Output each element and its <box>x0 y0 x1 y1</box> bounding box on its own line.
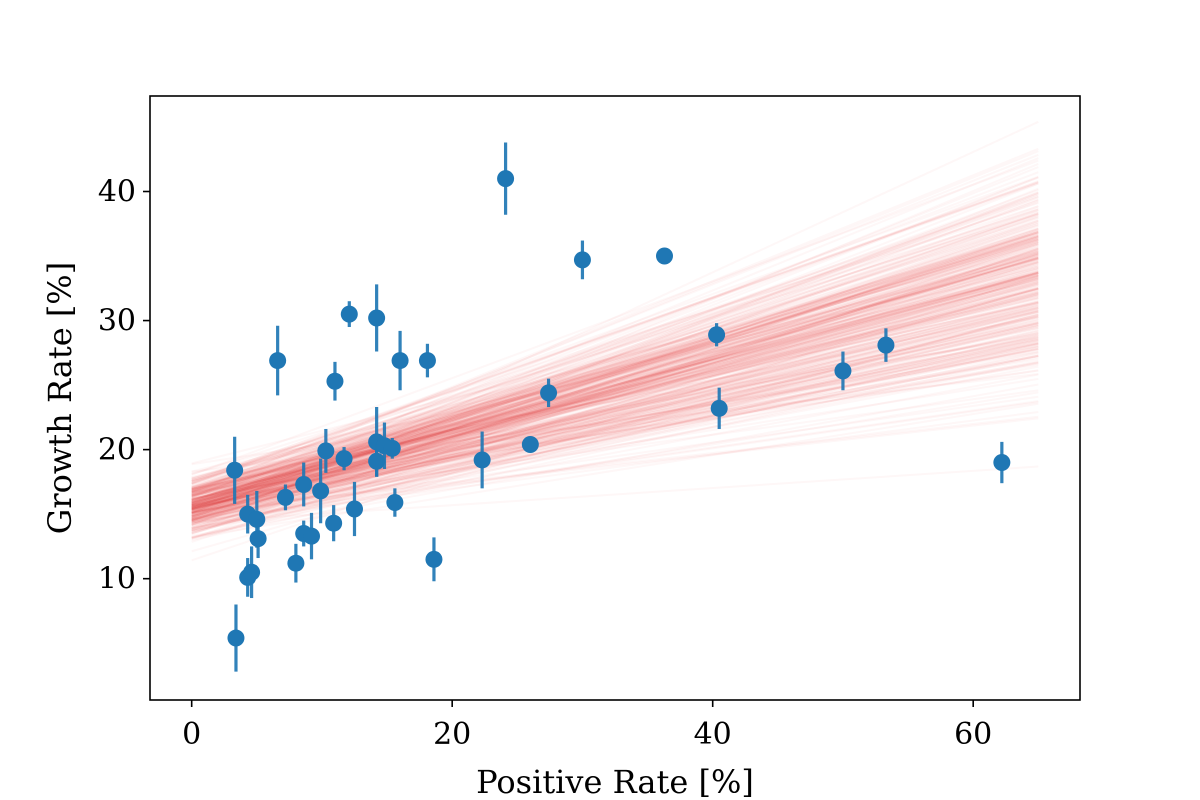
data-point <box>834 351 852 391</box>
data-point <box>249 519 267 559</box>
point-marker <box>326 372 344 390</box>
point-marker <box>418 352 436 370</box>
y-axis-label: Growth Rate [%] <box>41 262 79 534</box>
data-point <box>295 462 313 507</box>
point-marker <box>425 550 443 568</box>
data-point <box>226 436 244 504</box>
point-marker <box>655 247 673 265</box>
y-tick-label: 10 <box>98 562 136 597</box>
y-tick-label: 40 <box>98 175 136 210</box>
data-point <box>368 284 386 352</box>
data-point <box>993 441 1011 484</box>
point-marker <box>834 362 852 380</box>
data-point <box>655 247 673 265</box>
point-marker <box>303 527 321 545</box>
data-point <box>386 488 404 517</box>
point-marker <box>573 251 591 269</box>
point-marker <box>391 352 409 370</box>
data-point <box>573 240 591 280</box>
data-point <box>497 142 515 215</box>
point-marker <box>335 450 353 468</box>
x-axis-label: Positive Rate [%] <box>476 763 754 800</box>
point-marker <box>317 442 335 460</box>
y-tick-label: 20 <box>98 433 136 468</box>
data-point <box>425 537 443 582</box>
data-point <box>335 447 353 471</box>
point-marker <box>386 494 404 512</box>
point-marker <box>540 384 558 402</box>
point-marker <box>708 326 726 344</box>
data-point <box>276 484 294 511</box>
data-point <box>303 512 321 560</box>
point-marker <box>287 554 305 572</box>
x-tick-label: 60 <box>954 717 992 752</box>
point-marker <box>368 452 386 470</box>
x-tick-label: 40 <box>694 717 732 752</box>
point-marker <box>312 482 330 500</box>
data-point <box>540 378 558 408</box>
x-tick-label: 20 <box>433 717 471 752</box>
x-tick-label: 0 <box>182 717 201 752</box>
point-marker <box>710 399 728 417</box>
data-point <box>287 543 305 583</box>
data-point <box>269 325 287 396</box>
data-point <box>391 330 409 391</box>
point-marker <box>877 336 895 354</box>
data-point <box>345 481 363 537</box>
data-point <box>368 445 386 477</box>
data-point <box>227 604 245 672</box>
data-point <box>243 546 261 599</box>
point-marker <box>993 454 1011 472</box>
data-point <box>877 328 895 362</box>
point-marker <box>340 305 358 323</box>
point-marker <box>226 461 244 479</box>
data-point <box>708 323 726 347</box>
data-point <box>418 343 436 378</box>
y-axis-ticks: 10 20 30 40 <box>98 175 150 597</box>
point-marker <box>368 309 386 327</box>
point-marker <box>295 475 313 493</box>
data-point <box>326 361 344 401</box>
point-marker <box>227 629 245 647</box>
data-point <box>710 387 728 429</box>
point-marker <box>497 170 515 188</box>
point-marker <box>249 530 267 548</box>
point-marker <box>521 435 539 453</box>
data-point <box>312 458 330 524</box>
data-point <box>340 301 358 328</box>
point-marker <box>345 500 363 518</box>
point-marker <box>243 563 261 581</box>
data-point <box>473 431 491 489</box>
point-marker <box>325 514 343 532</box>
point-marker <box>276 488 294 506</box>
data-point <box>383 438 401 459</box>
point-marker <box>473 451 491 469</box>
data-point <box>317 428 335 473</box>
plot-background <box>150 96 1080 700</box>
y-tick-label: 30 <box>98 304 136 339</box>
x-axis-ticks: 0 20 40 60 <box>182 700 992 752</box>
data-point <box>521 435 539 453</box>
point-marker <box>269 352 287 370</box>
data-point <box>325 505 343 542</box>
point-marker <box>383 439 401 457</box>
plot-frame <box>149 95 1081 701</box>
data-points <box>226 142 1011 672</box>
